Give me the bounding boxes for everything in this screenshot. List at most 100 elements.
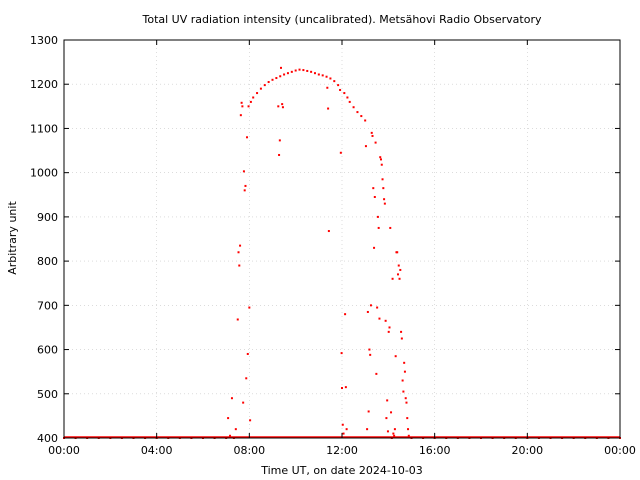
data-point [379, 156, 382, 159]
data-point [366, 310, 369, 313]
y-tick-label: 900 [37, 211, 58, 224]
data-point [400, 330, 403, 333]
data-point [302, 69, 305, 72]
data-point [369, 304, 372, 307]
data-point [310, 70, 313, 73]
data-point [403, 361, 406, 364]
data-point [341, 423, 344, 426]
data-point [352, 106, 355, 109]
data-point [388, 326, 391, 329]
x-tick-label: 08:00 [233, 444, 265, 457]
data-point [241, 105, 244, 108]
data-point [246, 352, 249, 355]
data-point [298, 68, 301, 71]
y-tick-label: 400 [37, 432, 58, 445]
x-axis-label: Time UT, on date 2024-10-03 [260, 464, 423, 477]
data-point [234, 428, 237, 431]
data-point [373, 195, 376, 198]
data-point [259, 87, 262, 90]
data-point [252, 96, 255, 99]
data-point [317, 73, 320, 76]
x-tick-label: 00:00 [48, 444, 80, 457]
data-point [286, 72, 289, 75]
data-point [290, 70, 293, 73]
data-point [376, 306, 379, 309]
data-point [326, 86, 329, 89]
y-tick-label: 600 [37, 344, 58, 357]
data-point [345, 428, 348, 431]
data-point [356, 111, 359, 114]
data-point [271, 78, 274, 81]
data-point [374, 141, 377, 144]
data-point [339, 88, 342, 91]
data-point [369, 353, 372, 356]
data-point [341, 387, 343, 390]
data-point [387, 330, 390, 333]
data-point [344, 386, 347, 389]
data-point [406, 417, 409, 420]
y-tick-label: 1300 [30, 34, 58, 47]
plot-frame [63, 39, 621, 439]
data-point [368, 348, 371, 351]
data-point [246, 136, 249, 139]
data-point [394, 355, 397, 358]
data-point [279, 75, 282, 78]
data-point [321, 74, 324, 77]
data-point [238, 264, 241, 267]
data-point [278, 153, 281, 156]
data-point [333, 80, 336, 83]
x-tick-label: 12:00 [326, 444, 358, 457]
data-point [256, 92, 259, 95]
data-point [281, 106, 284, 109]
data-point [380, 163, 383, 166]
data-point [229, 434, 232, 437]
data-point [393, 434, 396, 437]
data-point [392, 432, 395, 435]
data-point [237, 251, 240, 254]
y-tick-label: 1200 [30, 78, 58, 91]
data-point [396, 273, 399, 276]
data-point [244, 184, 247, 187]
data-point [384, 319, 387, 322]
data-point [407, 434, 410, 437]
data-point [376, 215, 379, 218]
data-point [383, 202, 386, 205]
data-point [294, 69, 297, 72]
data-point [327, 230, 330, 233]
data-point [391, 277, 394, 280]
data-point [386, 399, 389, 402]
data-point [364, 119, 367, 122]
y-axis-label: Arbitrary unit [6, 201, 19, 275]
chart-title: Total UV radiation intensity (uncalibrat… [142, 13, 542, 26]
data-point [240, 101, 243, 104]
axis-ticks: 400 500 600 700 800 900 1000 1100 1200 1300 00:00 0… [30, 34, 636, 457]
data-point [401, 379, 404, 382]
data-point [375, 372, 378, 375]
data-point [245, 377, 248, 380]
data-point [367, 410, 370, 413]
data-point [402, 390, 405, 393]
data-point [381, 178, 384, 181]
data-point [379, 158, 382, 161]
data-point [364, 145, 367, 148]
data-point [340, 352, 343, 355]
data-point [239, 244, 242, 247]
data-point [313, 72, 316, 75]
data-point [279, 66, 282, 69]
grid-lines [64, 40, 620, 438]
data-point [239, 114, 242, 117]
data-point [403, 370, 406, 373]
data-point [400, 337, 403, 340]
data-point [348, 100, 351, 103]
data-point [378, 317, 381, 320]
data-point [366, 428, 369, 431]
data-point [227, 417, 230, 420]
data-point [344, 313, 347, 316]
x-tick-label: 20:00 [511, 444, 543, 457]
data-point [263, 84, 266, 87]
data-point [382, 187, 385, 190]
data-point [373, 246, 376, 249]
data-point [398, 277, 401, 280]
x-tick-label: 00:00 [604, 444, 636, 457]
